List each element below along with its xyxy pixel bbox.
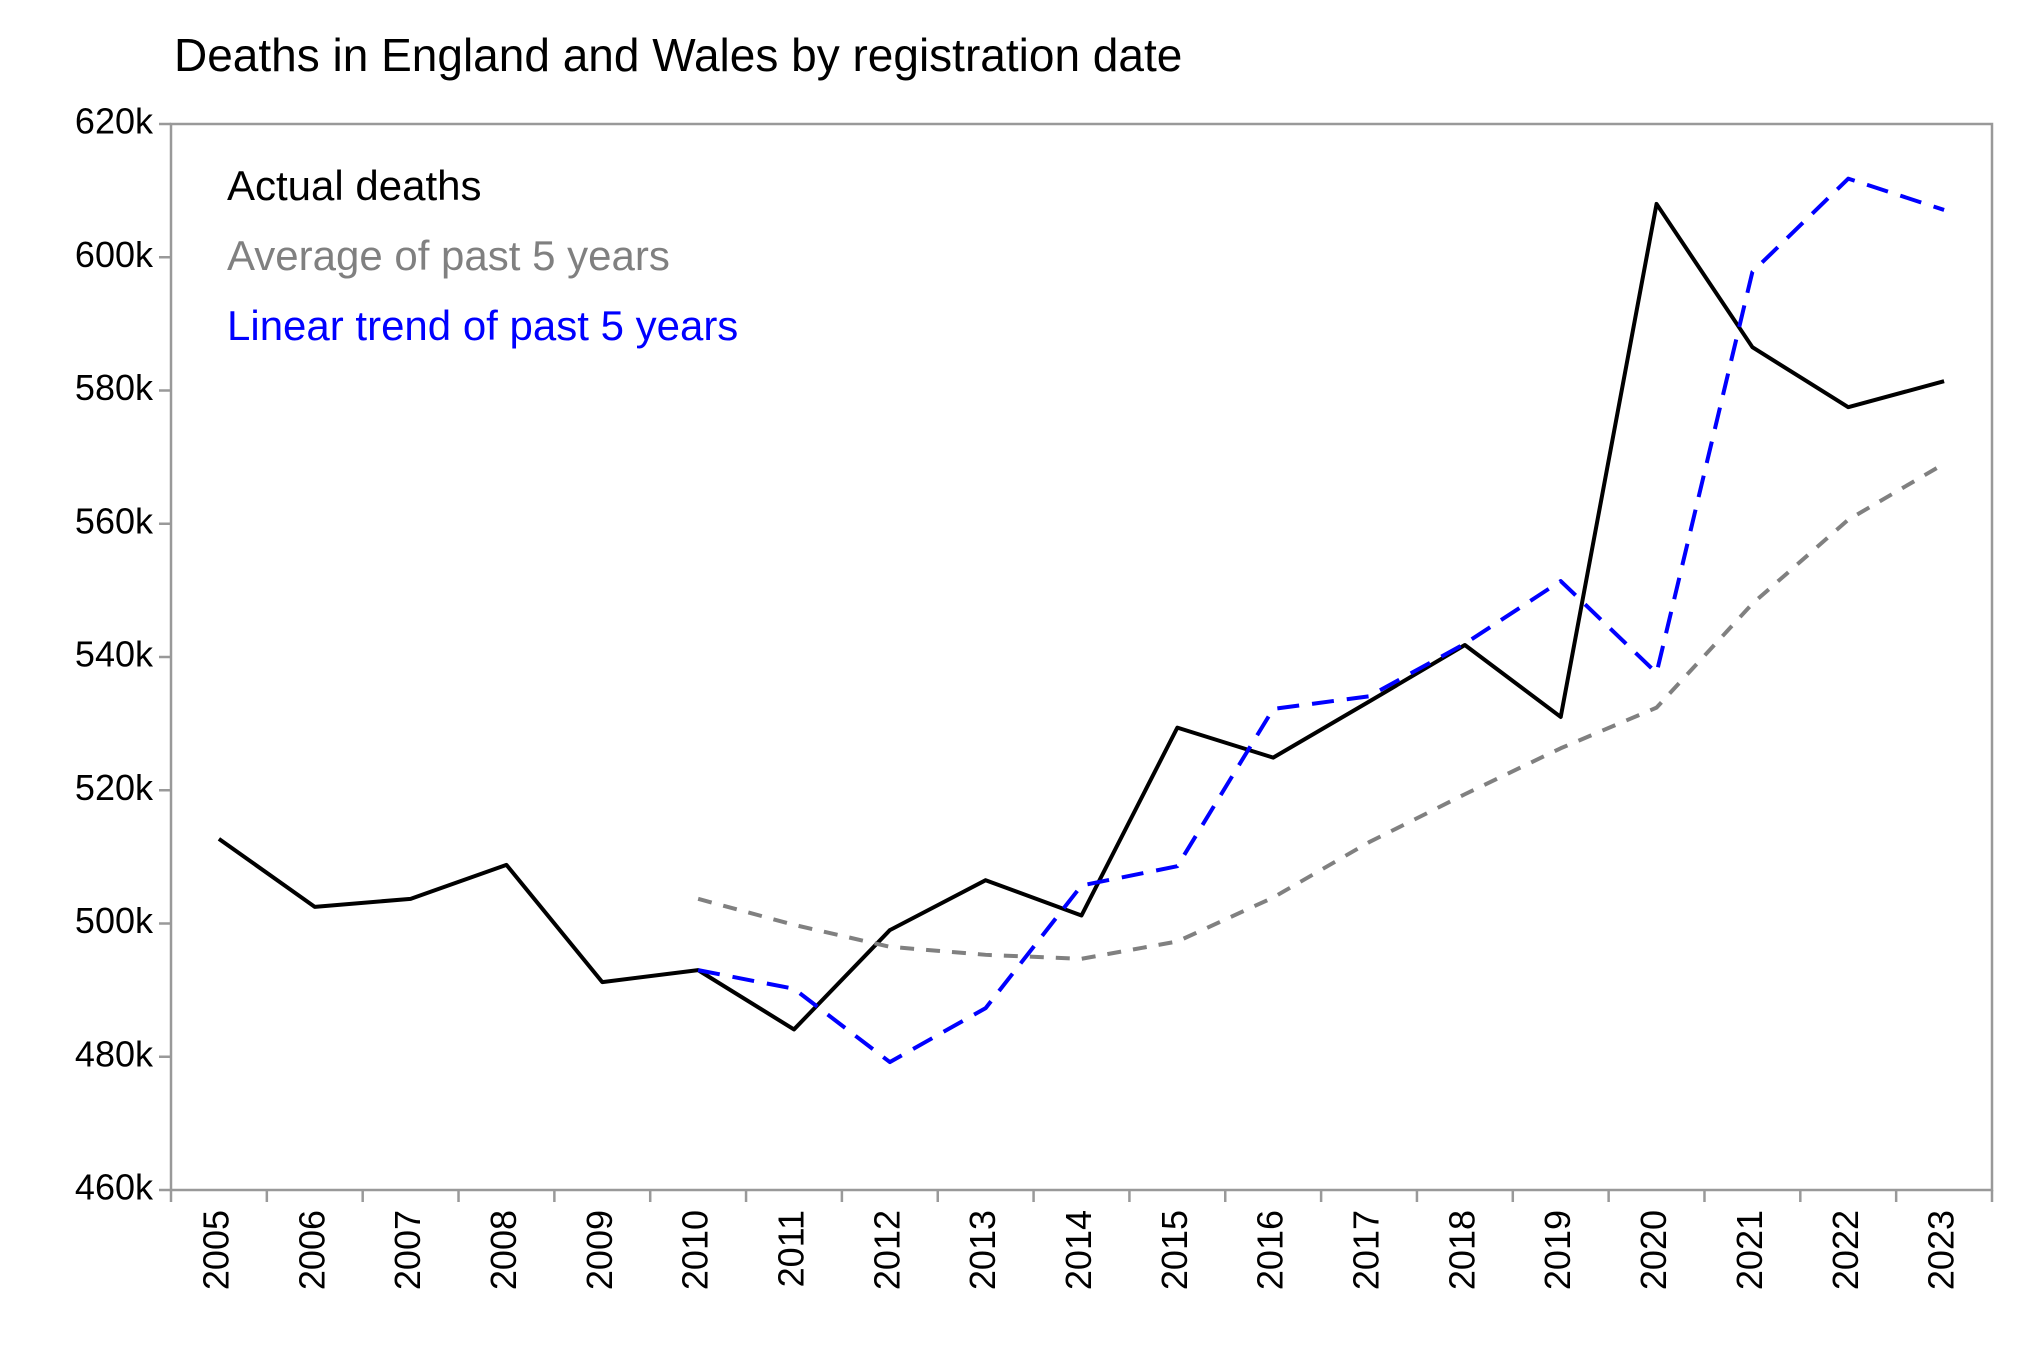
- x-tick-label: 2018: [1441, 1210, 1482, 1290]
- x-tick-label: 2005: [195, 1210, 236, 1290]
- x-tick-label: 2016: [1250, 1210, 1291, 1290]
- y-tick-label: 620k: [75, 101, 154, 142]
- y-tick-label: 520k: [75, 767, 154, 808]
- plot-frame: [169, 122, 1994, 1192]
- x-tick-label: 2017: [1346, 1210, 1387, 1290]
- series-line: [697, 462, 1946, 961]
- legend-entry: Linear trend of past 5 years: [227, 302, 738, 349]
- y-tick-label: 480k: [75, 1033, 154, 1074]
- x-tick-label: 2014: [1058, 1210, 1099, 1290]
- x-tick-label: 2019: [1537, 1210, 1578, 1290]
- x-tick-label: 2022: [1825, 1210, 1866, 1290]
- x-tick-label: 2010: [675, 1210, 716, 1290]
- x-tick-label: 2008: [483, 1210, 524, 1290]
- x-tick-label: 2015: [1154, 1210, 1195, 1290]
- x-tick-label: 2020: [1633, 1210, 1674, 1290]
- x-tick-label: 2007: [387, 1210, 428, 1290]
- x-tick-label: 2006: [291, 1210, 332, 1290]
- x-tick-label: 2011: [770, 1210, 811, 1287]
- y-tick-label: 540k: [75, 634, 154, 675]
- x-tick-label: 2012: [866, 1210, 907, 1290]
- y-tick-label: 560k: [75, 500, 154, 541]
- x-tick-label: 2013: [962, 1210, 1003, 1290]
- x-tick-label: 2023: [1921, 1210, 1962, 1290]
- y-tick-label: 600k: [75, 234, 154, 275]
- legend-entry: Actual deaths: [227, 162, 482, 209]
- legend-entry: Average of past 5 years: [227, 232, 670, 279]
- series-line: [217, 201, 1945, 1032]
- y-tick-label: 500k: [75, 900, 154, 941]
- chart-title: Deaths in England and Wales by registrat…: [174, 29, 1182, 81]
- series-line: [697, 176, 1945, 1065]
- x-tick-label: 2009: [579, 1210, 620, 1290]
- y-tick-label: 460k: [75, 1167, 154, 1208]
- y-tick-label: 580k: [75, 367, 154, 408]
- x-tick-label: 2021: [1729, 1210, 1770, 1290]
